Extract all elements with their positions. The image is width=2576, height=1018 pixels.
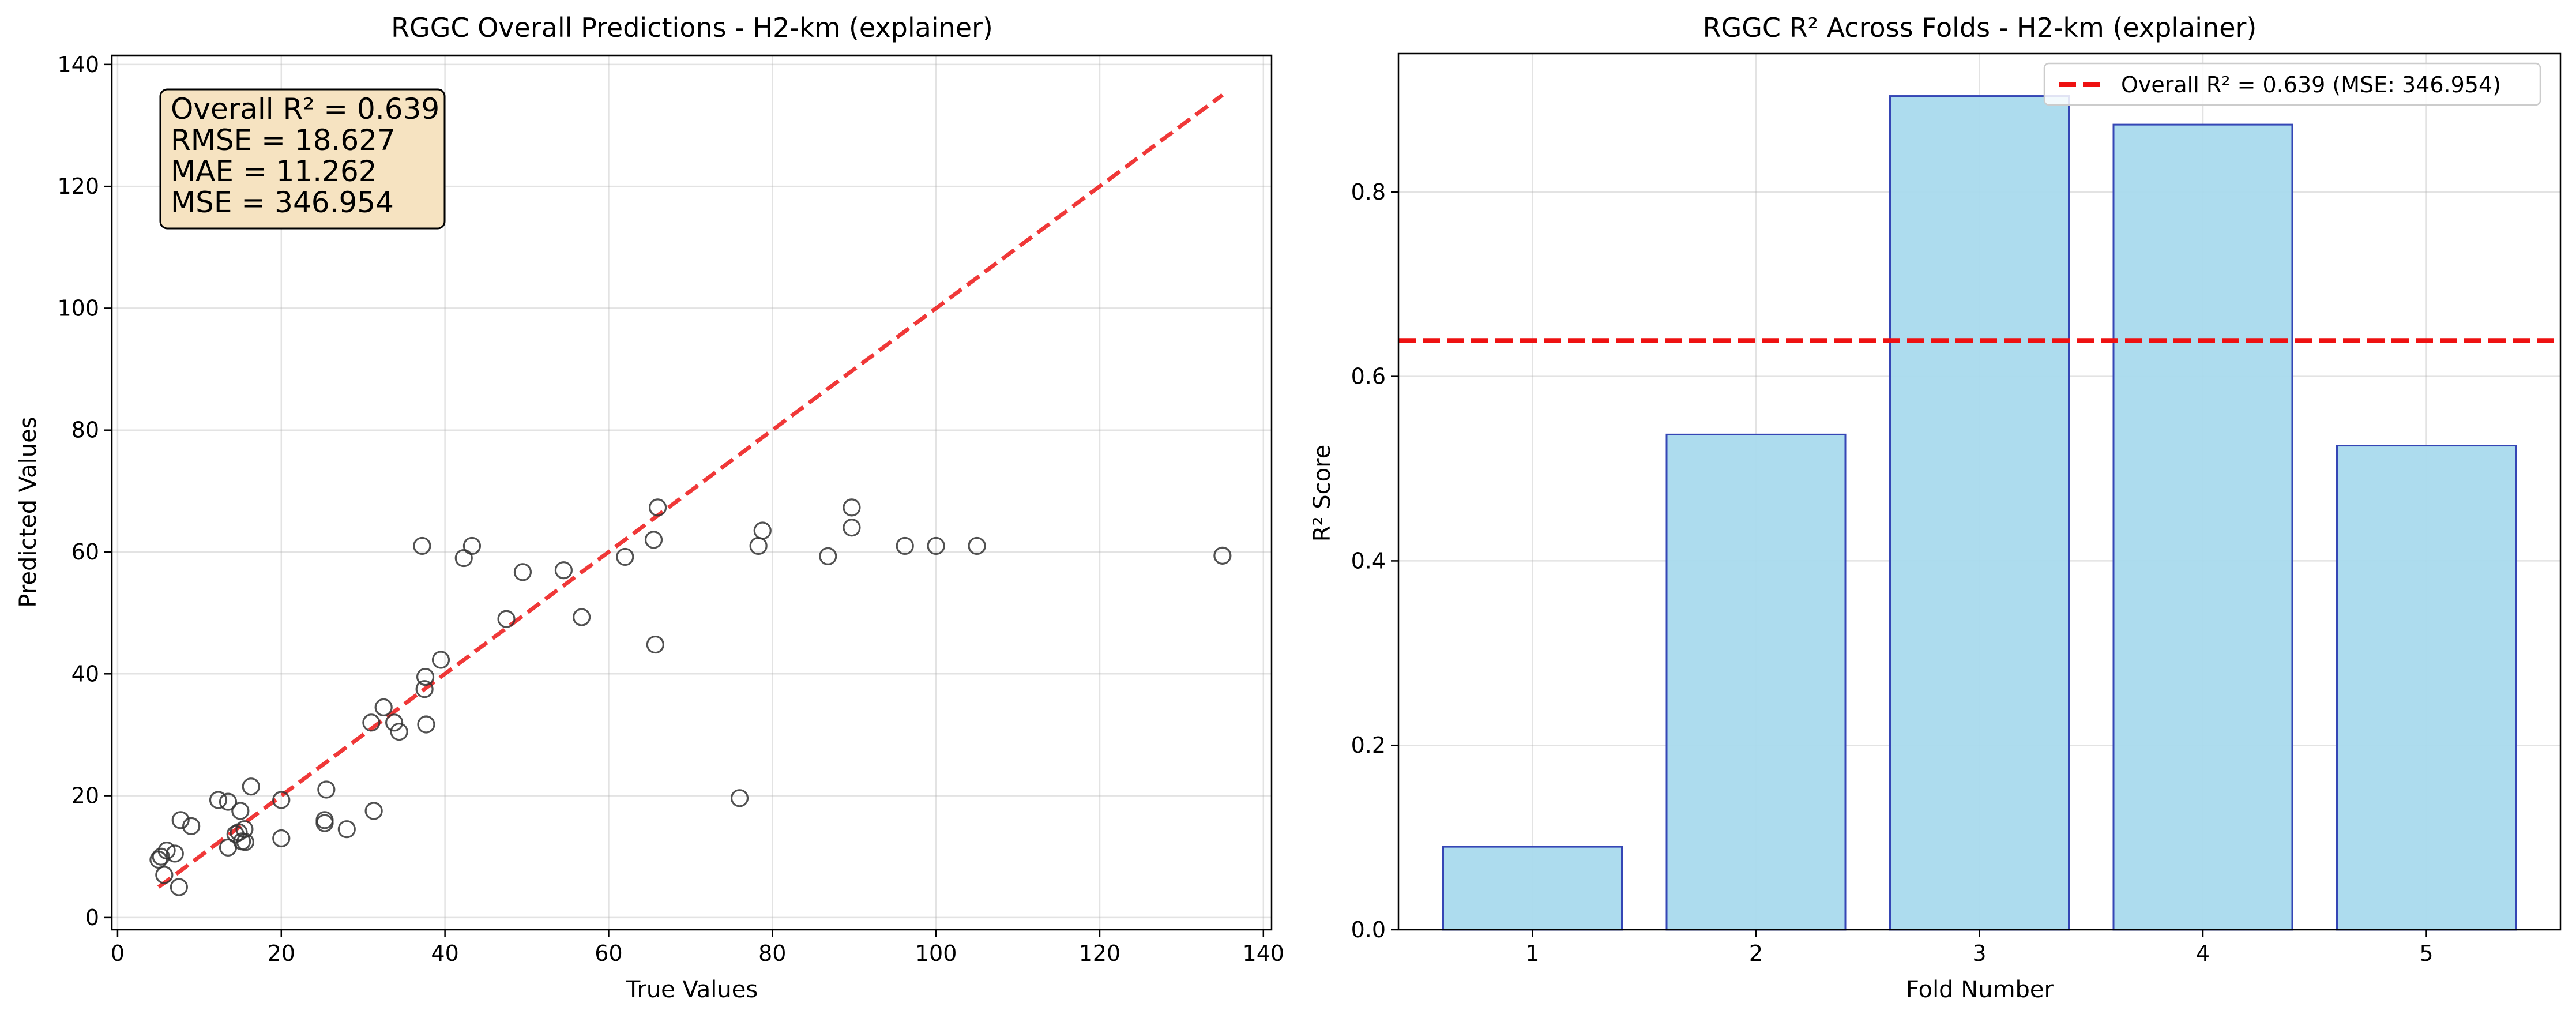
legend: Overall R² = 0.639 (MSE: 346.954): [2044, 63, 2540, 105]
scatter-x-tick-label: 20: [268, 941, 295, 966]
bar-y-tick-label: 0.0: [1351, 917, 1386, 942]
stat-mae: MAE = 11.262: [171, 155, 377, 188]
data-point: [418, 669, 434, 685]
data-point: [232, 803, 249, 819]
data-point: [647, 637, 663, 653]
scatter-x-tick-label: 120: [1079, 941, 1121, 966]
legend-label: Overall R² = 0.639 (MSE: 346.954): [2121, 72, 2501, 97]
data-point: [243, 779, 259, 795]
data-point: [844, 520, 860, 536]
scatter-panel: RGGC Overall Predictions - H2-km (explai…: [15, 12, 1284, 1003]
data-point: [433, 652, 449, 668]
stat-mse: MSE = 346.954: [171, 186, 394, 219]
scatter-x-tick-label: 60: [595, 941, 622, 966]
data-point: [617, 549, 633, 565]
data-point: [555, 562, 571, 579]
bar-ylabel: R² Score: [1309, 445, 1336, 542]
data-point: [418, 716, 434, 732]
scatter-xlabel: True Values: [626, 976, 758, 1003]
bar-y-tick-label: 0.2: [1351, 732, 1386, 758]
bar-x-tick-label: 1: [1525, 941, 1539, 966]
data-point: [646, 532, 662, 548]
data-point: [171, 879, 187, 895]
scatter-x-tick-label: 80: [758, 941, 786, 966]
scatter-y-tick-label: 0: [85, 905, 99, 930]
stat-rmse: RMSE = 18.627: [171, 123, 396, 157]
scatter-y-tick-label: 40: [72, 661, 99, 686]
data-point: [514, 564, 531, 580]
bar-x-tick-label: 5: [2419, 941, 2433, 966]
bar-y-tick-label: 0.8: [1351, 179, 1386, 205]
data-point: [375, 699, 392, 715]
data-point: [1214, 547, 1231, 564]
bar-fold-1: [1443, 847, 1622, 930]
data-point: [498, 611, 514, 627]
stats-box: Overall R² = 0.639 RMSE = 18.627 MAE = 1…: [160, 89, 445, 228]
stat-r2: Overall R² = 0.639: [171, 92, 439, 126]
data-point: [844, 499, 860, 516]
scatter-y-tick-label: 60: [72, 539, 99, 565]
data-point: [366, 803, 382, 819]
data-point: [754, 523, 770, 539]
scatter-y-tick-label: 20: [72, 783, 99, 809]
bar-x-tick-label: 3: [1972, 941, 1986, 966]
scatter-y-tick-label: 80: [72, 418, 99, 443]
data-point: [732, 790, 748, 806]
data-point: [339, 821, 355, 837]
bar-x-tick-label: 4: [2196, 941, 2210, 966]
bar-fold-3: [1890, 96, 2069, 930]
bar-xlabel: Fold Number: [1906, 976, 2054, 1003]
bar-fold-5: [2337, 446, 2516, 930]
bar-y-tick-label: 0.4: [1351, 548, 1386, 573]
scatter-y-tick-label: 120: [57, 174, 99, 199]
bar-fold-2: [1667, 434, 1845, 930]
data-point: [820, 548, 836, 564]
data-point: [391, 724, 407, 740]
bar-y-tick-label: 0.6: [1351, 364, 1386, 389]
scatter-x-tick-label: 100: [915, 941, 957, 966]
bar-panel: RGGC R² Across Folds - H2-km (explainer)…: [1309, 12, 2560, 1003]
scatter-x-tick-label: 40: [431, 941, 458, 966]
scatter-points: [151, 499, 1231, 895]
scatter-x-tick-label: 140: [1243, 941, 1285, 966]
bars: [1443, 96, 2516, 930]
scatter-ylabel: Predicted Values: [15, 416, 42, 607]
bar-fold-4: [2114, 125, 2292, 930]
bar-x-tick-label: 2: [1749, 941, 1763, 966]
bar-title: RGGC R² Across Folds - H2-km (explainer): [1703, 12, 2257, 43]
scatter-title: RGGC Overall Predictions - H2-km (explai…: [391, 12, 993, 43]
scatter-y-tick-label: 100: [57, 295, 99, 321]
data-point: [574, 609, 590, 625]
scatter-y-tick-label: 140: [57, 52, 99, 77]
data-point: [386, 715, 403, 731]
scatter-x-tick-label: 0: [111, 941, 125, 966]
